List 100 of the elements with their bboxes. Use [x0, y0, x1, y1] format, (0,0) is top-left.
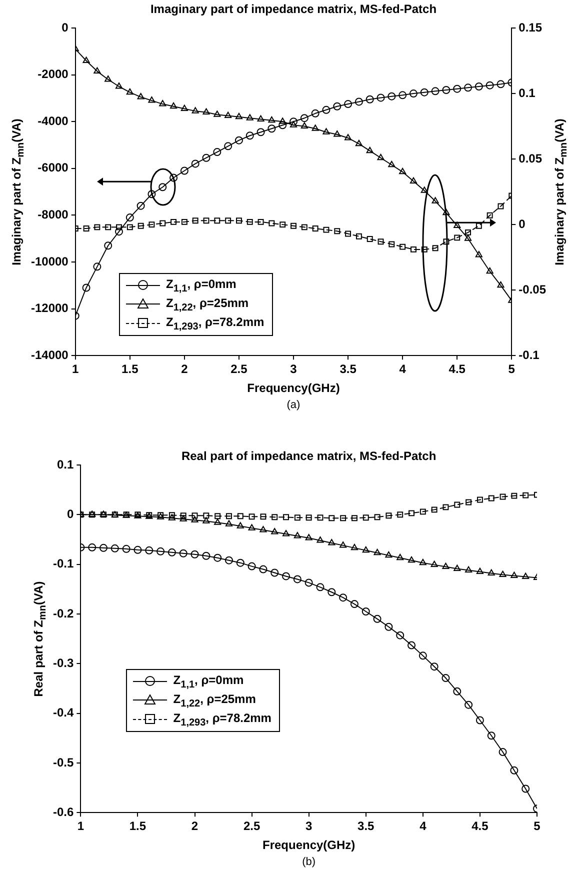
point — [312, 124, 319, 131]
point — [279, 118, 286, 124]
point — [235, 112, 243, 120]
point — [234, 136, 243, 144]
point — [148, 96, 156, 103]
point — [115, 82, 123, 89]
point — [248, 562, 256, 570]
x-tick-label: 1 — [72, 362, 80, 376]
point — [419, 558, 426, 566]
point — [248, 524, 256, 530]
point — [510, 572, 518, 578]
point — [126, 88, 134, 95]
point — [236, 558, 244, 567]
point — [213, 148, 222, 156]
point — [137, 93, 144, 100]
point — [170, 218, 177, 225]
point — [418, 652, 427, 660]
point — [237, 513, 244, 520]
point — [350, 544, 358, 550]
point — [328, 515, 335, 522]
point — [522, 492, 529, 498]
point — [226, 513, 232, 520]
point — [294, 514, 300, 521]
point — [398, 91, 407, 100]
point — [202, 154, 210, 162]
x-tick-label: 4 — [420, 819, 427, 834]
point — [94, 67, 101, 74]
point — [138, 222, 144, 229]
point — [290, 222, 296, 229]
x-tick-label: 4.5 — [448, 362, 466, 376]
point — [464, 700, 473, 709]
point — [236, 218, 242, 224]
point — [105, 224, 112, 230]
point — [442, 208, 450, 216]
point — [511, 492, 518, 499]
x-tick-label: 3.5 — [358, 819, 375, 834]
y-tick-label: 0 — [62, 20, 69, 34]
point — [362, 514, 369, 521]
point — [290, 121, 298, 128]
y2-tick-label: -0.05 — [518, 282, 546, 296]
point — [225, 520, 233, 526]
point — [283, 514, 289, 520]
x-tick-label: 2 — [181, 362, 188, 376]
point — [354, 98, 363, 106]
point — [214, 218, 220, 224]
point — [499, 570, 506, 577]
point — [328, 538, 336, 546]
y-tick-label: -0.5 — [52, 755, 74, 770]
x-tick-label: 2.5 — [230, 362, 248, 376]
point — [476, 496, 483, 503]
point — [366, 146, 374, 154]
point — [82, 284, 90, 292]
point — [136, 202, 145, 210]
point — [278, 121, 287, 130]
point — [487, 732, 496, 740]
legend-label: Z$_{1,22}$, ρ=25mm — [166, 296, 249, 314]
y-tick-label: -14000 — [30, 348, 69, 362]
point — [378, 238, 384, 245]
point — [268, 116, 276, 123]
point — [442, 562, 450, 570]
point — [214, 518, 222, 525]
point — [400, 244, 406, 250]
point — [306, 514, 312, 521]
point — [340, 515, 346, 522]
y2-tick-label: 0.1 — [518, 86, 536, 100]
point — [340, 541, 347, 548]
point — [148, 190, 156, 198]
x-tick-label: 1 — [77, 819, 84, 834]
point — [334, 228, 340, 234]
point — [408, 510, 414, 516]
point — [168, 512, 175, 518]
point — [104, 75, 112, 82]
point — [430, 662, 438, 671]
point — [397, 512, 404, 518]
point — [373, 614, 382, 623]
point — [170, 102, 178, 109]
point — [203, 512, 210, 519]
y-tick-label: -0.6 — [52, 804, 74, 819]
x-axis-title: Frequency(GHz) — [247, 381, 340, 395]
point — [465, 566, 472, 573]
point — [168, 548, 176, 556]
x-tick-label: 5 — [534, 819, 541, 834]
point — [191, 160, 200, 168]
point — [114, 228, 123, 236]
point — [442, 86, 450, 94]
point — [486, 267, 494, 274]
point — [160, 220, 166, 226]
point — [280, 222, 286, 228]
point — [366, 95, 374, 104]
point — [344, 100, 352, 108]
point — [522, 784, 530, 793]
y-tick-label: -0.4 — [52, 706, 74, 720]
point — [486, 212, 493, 218]
point — [110, 544, 119, 552]
point — [248, 514, 255, 520]
y-tick-label: 0 — [66, 506, 74, 521]
point — [82, 56, 90, 64]
point — [453, 687, 462, 696]
point — [388, 241, 395, 248]
point — [351, 515, 358, 522]
